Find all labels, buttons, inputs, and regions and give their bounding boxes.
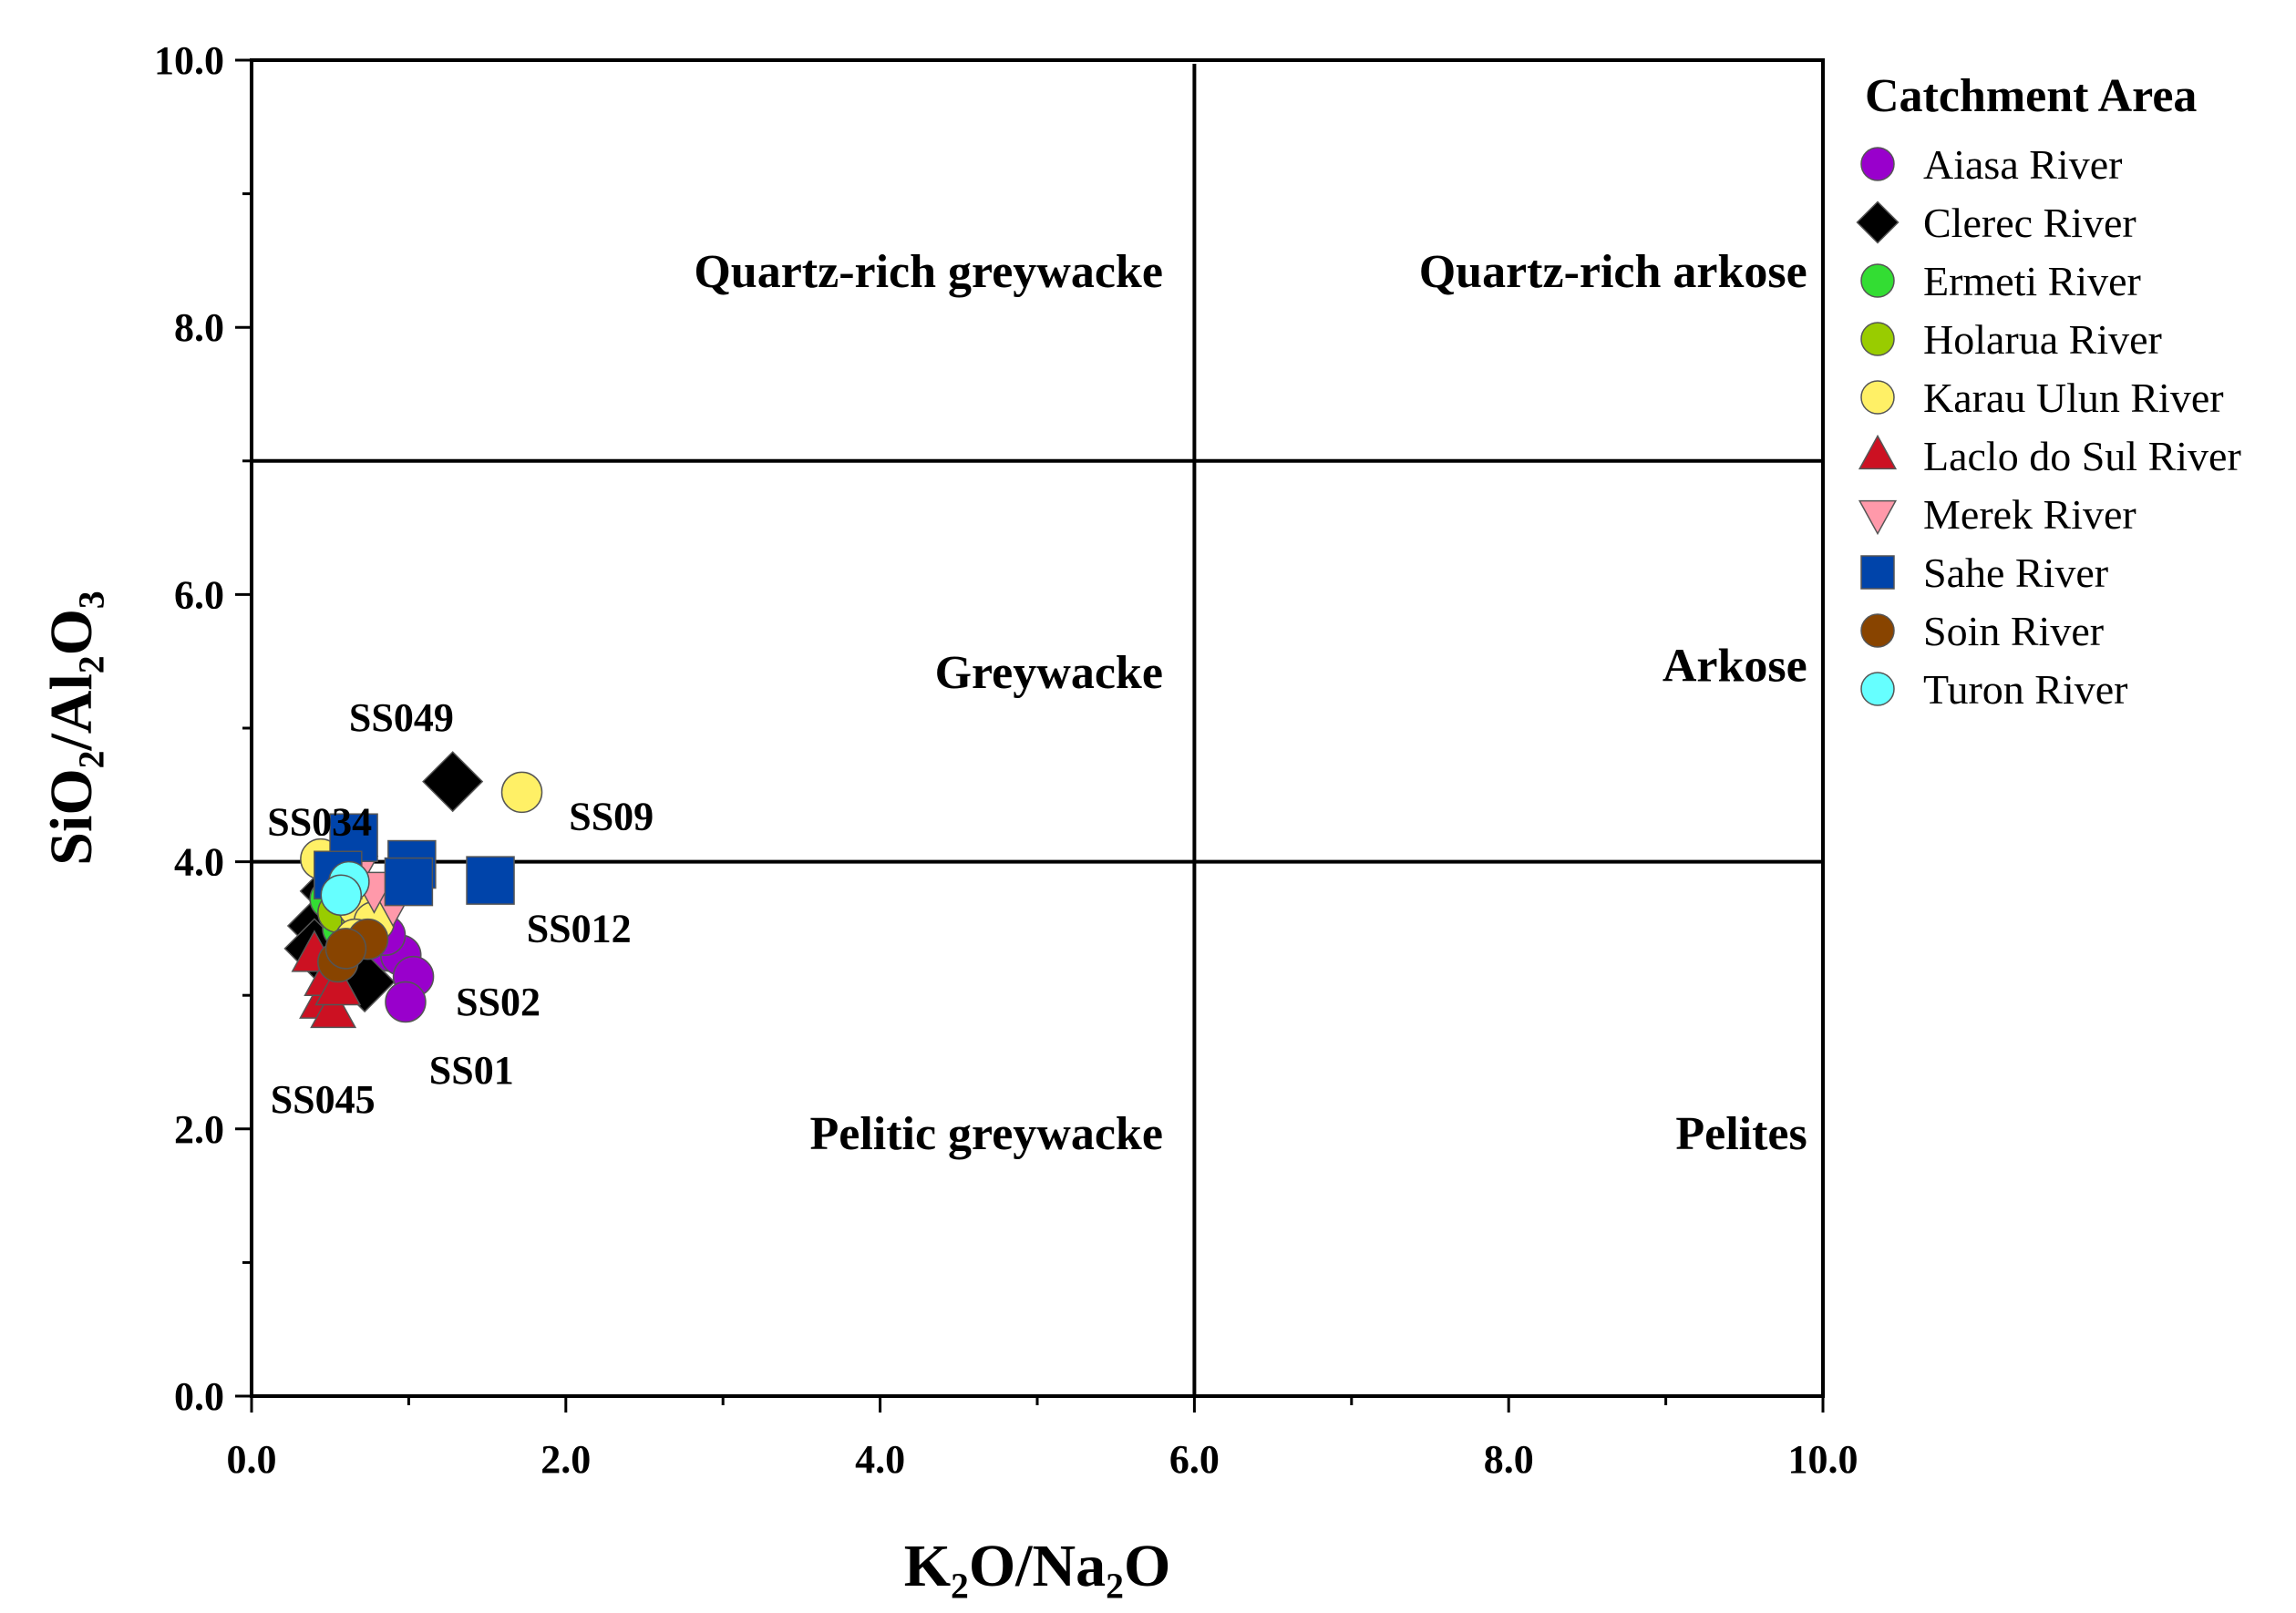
- data-point: [422, 751, 484, 813]
- legend-item: Aiasa River: [1860, 141, 2122, 188]
- data-point: [320, 874, 363, 916]
- legend-item: Karau Ulun River: [1860, 375, 2224, 421]
- x-tick-label: 0.0: [227, 1437, 277, 1482]
- x-tick-label: 10.0: [1788, 1437, 1858, 1482]
- legend-item: Merek River: [1858, 491, 2136, 538]
- series-turon-river: [320, 860, 370, 916]
- series-soin-river: [317, 918, 389, 983]
- legend-marker: [1858, 434, 1898, 470]
- legend-label: Sahe River: [1923, 550, 2108, 596]
- legend-marker: [1860, 672, 1895, 706]
- legend-marker: [1856, 200, 1900, 244]
- legend-label: Ermeti River: [1923, 258, 2141, 304]
- legend-item: Ermeti River: [1860, 258, 2141, 304]
- x-tick-label: 8.0: [1484, 1437, 1534, 1482]
- legend-label: Holarua River: [1923, 316, 2162, 363]
- legend-title: Catchment Area: [1865, 70, 2197, 122]
- legend-item: Holarua River: [1860, 316, 2162, 363]
- legend-marker: [1860, 322, 1895, 356]
- y-tick-label: 10.0: [154, 38, 224, 83]
- region-labels: Quartz-rich greywacke Quartz-rich arkose G…: [694, 246, 1807, 1160]
- data-point: [314, 962, 362, 1006]
- sample-label: SS02: [456, 980, 541, 1024]
- y-tick-label: 8.0: [174, 305, 224, 350]
- legend-label: Soin River: [1923, 608, 2104, 654]
- data-points: [283, 751, 543, 1029]
- sample-label: SS01: [429, 1048, 514, 1093]
- sample-label: SS049: [349, 695, 454, 740]
- legend-label: Karau Ulun River: [1923, 375, 2224, 421]
- series-sahe-river: [314, 813, 515, 907]
- legend-label: Turon River: [1923, 666, 2128, 713]
- axis-titles: K₂O/Na₂O SiO₂/Al₂O₃: [38, 591, 1170, 1599]
- sample-label: SS045: [271, 1077, 376, 1122]
- region-label: Arkose: [1663, 641, 1807, 693]
- x-tick-label: 4.0: [855, 1437, 905, 1482]
- x-tick-label: 2.0: [541, 1437, 591, 1482]
- sample-label: SS012: [527, 907, 632, 951]
- legend-item: Soin River: [1860, 608, 2104, 654]
- sample-label: SS034: [267, 799, 372, 844]
- data-point: [384, 857, 434, 907]
- data-point: [324, 928, 367, 970]
- region-label: Pelites: [1675, 1108, 1807, 1160]
- x-tick-label: 6.0: [1169, 1437, 1220, 1482]
- legend-marker: [1860, 555, 1895, 590]
- axis-ticks: 0.0 2.0 4.0 6.0 8.0 10.0 0.0 2.0 4.0 6.0 8.0 10.0: [154, 38, 1858, 1482]
- region-label: Greywacke: [935, 647, 1163, 699]
- legend-label: Aiasa River: [1923, 141, 2122, 188]
- legend-marker: [1860, 263, 1895, 298]
- legend-item: Clerec River: [1856, 200, 2136, 246]
- legend-item: Turon River: [1860, 666, 2128, 713]
- legend-label: Laclo do Sul River: [1923, 433, 2241, 479]
- region-label: Quartz-rich arkose: [1419, 246, 1807, 298]
- data-point: [385, 981, 427, 1023]
- legend-marker: [1860, 147, 1895, 181]
- legend-marker: [1858, 499, 1898, 536]
- legend-label: Clerec River: [1923, 200, 2136, 246]
- sample-annotations: SS049 SS034 SS09 SS012 SS02 SS01 SS045: [267, 695, 654, 1122]
- legend-label: Merek River: [1923, 491, 2136, 538]
- legend-item: Sahe River: [1860, 550, 2108, 596]
- y-tick-label: 2.0: [174, 1107, 224, 1152]
- data-point: [310, 985, 357, 1029]
- region-label: Quartz-rich greywacke: [694, 246, 1163, 298]
- y-tick-label: 4.0: [174, 840, 224, 885]
- y-tick-label: 0.0: [174, 1374, 224, 1419]
- legend-marker: [1860, 613, 1895, 648]
- sample-label: SS09: [569, 794, 654, 838]
- data-point: [500, 771, 543, 814]
- legend: Catchment Area Aiasa River Clerec River Erm…: [1856, 70, 2241, 713]
- data-point: [466, 856, 515, 905]
- y-tick-label: 6.0: [174, 572, 224, 617]
- y-axis-title: SiO₂/Al₂O₃: [38, 591, 105, 865]
- region-label: Pelitic greywacke: [809, 1108, 1162, 1160]
- x-axis-title: K₂O/Na₂O: [904, 1533, 1171, 1599]
- legend-item: Laclo do Sul River: [1858, 433, 2241, 479]
- legend-marker: [1860, 380, 1895, 415]
